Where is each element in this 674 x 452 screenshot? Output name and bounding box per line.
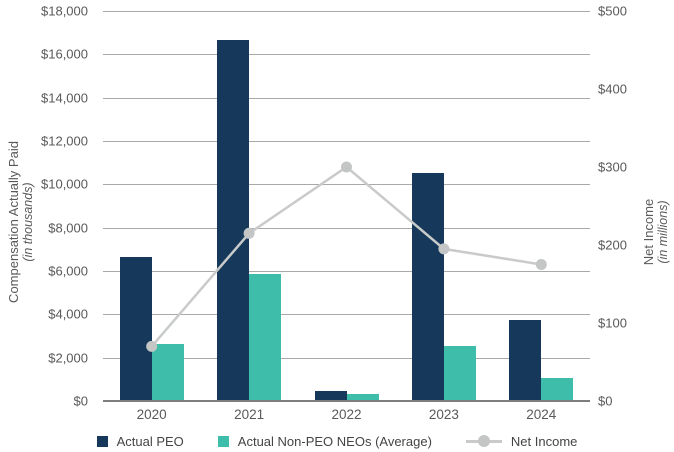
- bar-actual-peo-2021: [217, 40, 250, 400]
- legend-label-net-income: Net Income: [510, 433, 578, 449]
- gridline: [103, 141, 590, 142]
- legend-item-actual-peo: Actual PEO: [96, 433, 184, 449]
- net-income-point-2022: [341, 161, 352, 173]
- legend: Actual PEO Actual Non-PEO NEOs (Average)…: [85, 433, 589, 449]
- bar-actual-peo-2020: [119, 257, 152, 400]
- legend-label-actual-peo: Actual PEO: [116, 433, 184, 449]
- plot-area: [103, 11, 590, 402]
- left-axis-tick: $6,000: [48, 263, 88, 279]
- gridline: [103, 271, 590, 272]
- net-income-line-marker-icon: [465, 435, 502, 447]
- x-axis-tick-2024: 2024: [526, 407, 557, 422]
- gridline: [103, 11, 590, 12]
- left-axis-tick: $10,000: [41, 176, 88, 192]
- net-income-point-2024: [535, 259, 547, 270]
- gridline: [103, 314, 590, 316]
- left-axis-tick: $0: [73, 393, 88, 409]
- left-axis-tick: $8,000: [48, 220, 88, 236]
- bar-non-peo-neos-2021: [249, 274, 282, 400]
- bar-non-peo-neos-2024: [541, 378, 574, 400]
- gridline: [103, 227, 590, 229]
- x-axis-tick-labels: 2020 2021 2022 2023 2024: [103, 407, 590, 425]
- right-axis-tick: $500: [598, 3, 627, 19]
- right-axis-tick: $300: [598, 159, 627, 175]
- bar-non-peo-neos-2020: [151, 343, 184, 400]
- right-axis-tick: $100: [598, 315, 627, 331]
- bar-non-peo-neos-2022: [346, 393, 379, 400]
- left-axis-tick-labels: $0 $2,000 $4,000 $6,000 $8,000 $10,000 $12,000…: [0, 4, 88, 409]
- x-axis-tick-2023: 2023: [428, 407, 459, 422]
- left-axis-tick: $12,000: [41, 133, 88, 149]
- bar-actual-peo-2023: [411, 172, 444, 400]
- bar-non-peo-neos-2023: [443, 345, 476, 400]
- x-axis-tick-2021: 2021: [234, 407, 265, 422]
- x-axis-line: [103, 400, 590, 402]
- right-axis-tick: $400: [598, 81, 627, 97]
- right-axis-tick-labels: $0 $100 $200 $300 $400 $500: [598, 4, 668, 409]
- left-axis-tick: $16,000: [41, 46, 88, 62]
- legend-item-net-income: Net Income: [465, 433, 578, 449]
- gridline: [103, 357, 590, 359]
- bar-actual-peo-2022: [314, 391, 347, 400]
- gridline: [103, 54, 590, 56]
- left-axis-tick: $14,000: [41, 90, 88, 106]
- legend-label-non-peo-neos: Actual Non-PEO NEOs (Average): [237, 433, 432, 449]
- right-axis-tick: $200: [598, 237, 627, 253]
- gridline: [103, 184, 590, 186]
- bar-actual-peo-2024: [509, 319, 542, 400]
- left-axis-tick: $18,000: [41, 3, 88, 19]
- right-axis-tick: $0: [598, 393, 613, 409]
- left-axis-tick: $2,000: [48, 350, 88, 366]
- legend-item-non-peo-neos: Actual Non-PEO NEOs (Average): [217, 433, 432, 449]
- gridline: [103, 97, 590, 99]
- non-peo-neos-swatch-icon: [217, 435, 229, 447]
- left-axis-tick: $4,000: [48, 306, 88, 322]
- net-income-dot-glyph: [477, 435, 490, 447]
- x-axis-tick-2020: 2020: [136, 407, 167, 422]
- x-axis-tick-2022: 2022: [331, 407, 362, 422]
- actual-peo-swatch-icon: [96, 435, 108, 447]
